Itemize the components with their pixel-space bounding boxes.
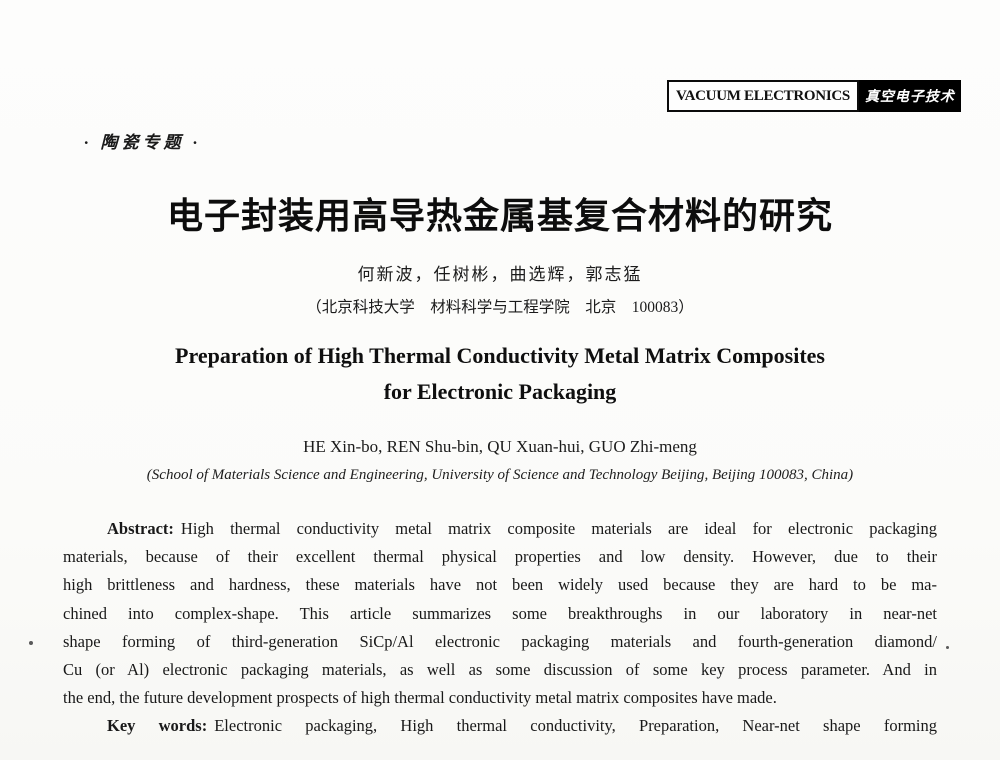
keywords-line-text: Electronic packaging, High thermal condu… [214,716,937,736]
abstract-line: chined into complex-shape. This article … [63,600,937,628]
scan-speck [29,641,33,645]
abstract-line: Abstract: High thermal conductivity metal… [63,515,937,543]
affiliation-english: (School of Materials Science and Enginee… [146,467,854,483]
affiliation-chinese: （北京科技大学 材料科学与工程学院 北京 100083） [306,299,694,316]
abstract-line-text: chined into complex-shape. This article … [63,603,937,623]
abstract-line: Cu (or Al) electronic packaging material… [63,656,937,684]
abstract-block: Abstract: High thermal conductivity metal… [63,515,937,741]
article-title-chinese: 电子封装用高导热金属基复合材料的研究 [166,195,833,236]
abstract-line-text: the end, the future development prospect… [63,688,777,708]
journal-badge: VACUUM ELECTRONICS 真空电子技术 [667,80,961,112]
abstract-line-text: Cu (or Al) electronic packaging material… [63,660,937,680]
title-english-line2: for Electronic Packaging [383,379,617,404]
article-title-english: Preparation of High Thermal Conductivity… [0,338,1000,410]
authors-chinese: 何新波，任树彬，曲选辉，郭志猛 [357,265,643,284]
scan-speck [946,646,949,649]
abstract-line: high brittleness and hardness, these mat… [63,571,937,599]
abstract-line: shape forming of third-generation SiCp/A… [63,628,937,656]
keywords-line: Key words: Electronic packaging, High the… [63,712,937,740]
abstract-line-text: shape forming of third-generation SiCp/A… [63,631,937,651]
keywords-label: Key words: [107,716,208,736]
abstract-line-text: High thermal conductivity metal matrix c… [180,519,937,538]
column-topic-label: · 陶瓷专题 · [84,133,201,152]
journal-badge-chinese: 真空电子技术 [858,80,961,112]
abstract-line: the end, the future development prospect… [63,684,937,712]
authors-english: HE Xin-bo, REN Shu-bin, QU Xuan-hui, GUO… [303,437,697,456]
abstract-line-text: high brittleness and hardness, these mat… [63,575,937,595]
abstract-line-text: materials, because of their excellent th… [63,547,937,567]
abstract-line: materials, because of their excellent th… [63,543,937,571]
abstract-label: Abstract: [107,519,174,538]
journal-badge-english: VACUUM ELECTRONICS [667,80,859,112]
title-english-line1: Preparation of High Thermal Conductivity… [175,343,825,368]
